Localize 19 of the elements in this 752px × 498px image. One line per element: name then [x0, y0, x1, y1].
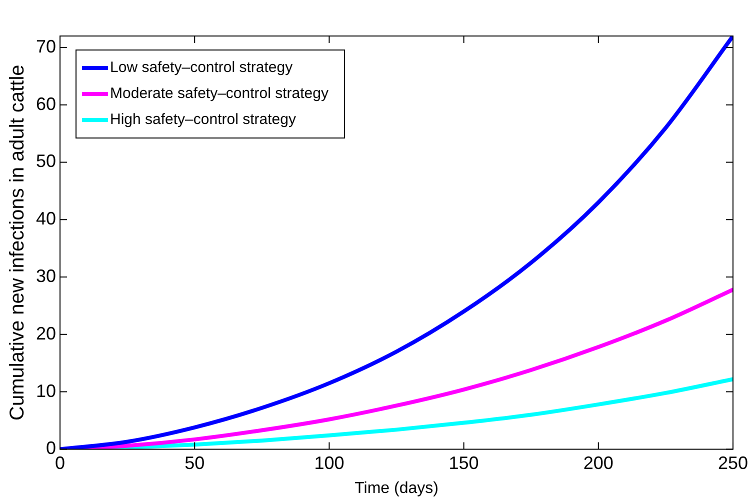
line-series: [60, 36, 733, 450]
y-axis-title: Cumulative new infections in adult cattle: [6, 64, 29, 420]
y-tick-label: 10: [36, 380, 56, 401]
y-tick-label: 40: [36, 208, 56, 229]
x-tick-label: 100: [314, 452, 344, 473]
y-tick-label: 70: [36, 36, 56, 56]
y-tick-label: 20: [36, 323, 56, 344]
x-axis-title: Time (days): [354, 480, 438, 497]
x-tick-label: 50: [184, 452, 205, 473]
x-tick-label: 150: [448, 452, 479, 473]
y-tick-label: 50: [36, 151, 56, 172]
x-tick-label: 200: [583, 452, 614, 473]
legend-label: High safety–control strategy: [110, 111, 296, 128]
legend-label: Low safety–control strategy: [110, 59, 294, 76]
x-tick-label: 250: [718, 452, 748, 473]
legend-label: Moderate safety–control strategy: [110, 85, 329, 102]
y-tick-label: 0: [46, 438, 56, 458]
y-tick-label: 60: [36, 94, 56, 114]
y-tick-label: 30: [36, 266, 56, 286]
